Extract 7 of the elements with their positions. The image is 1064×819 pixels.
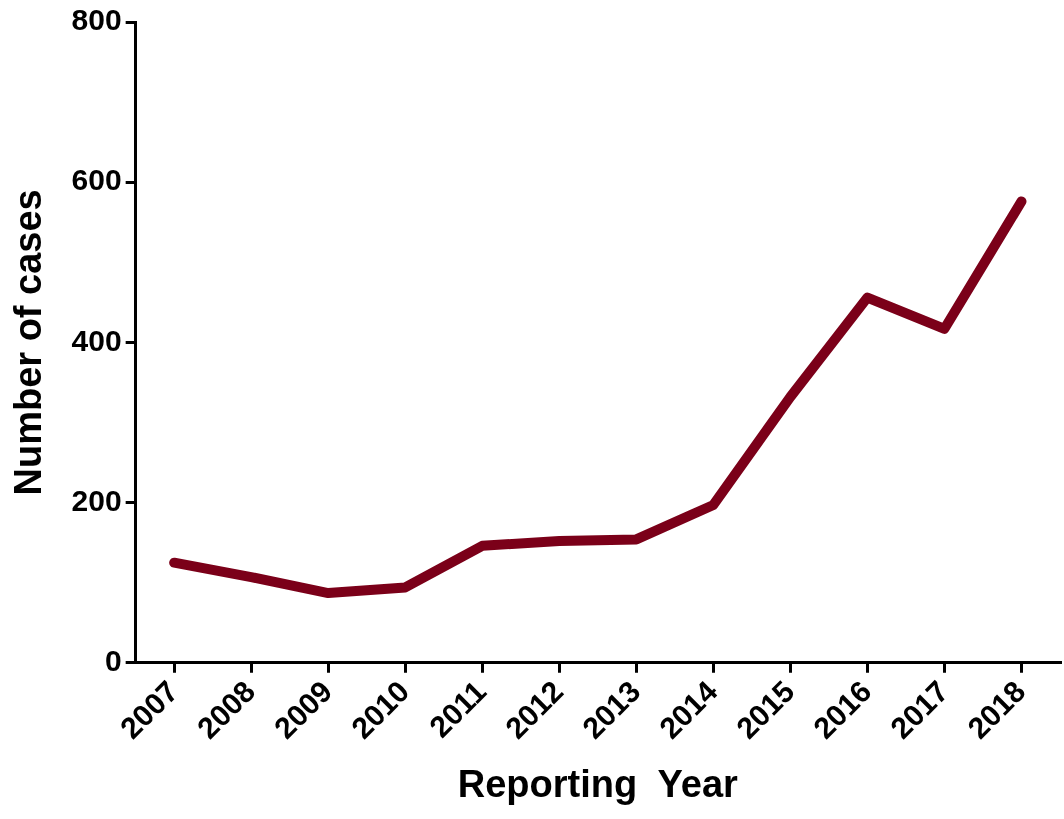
x-axis-title: Reporting Year (457, 762, 739, 805)
y-tick-label: 800 (71, 3, 122, 37)
y-axis-title: Number of cases (7, 189, 50, 496)
y-tick-label: 200 (71, 483, 122, 517)
y-tick-label: 0 (104, 644, 122, 678)
y-tick-label: 400 (71, 323, 122, 357)
y-tick-label: 600 (71, 163, 122, 197)
